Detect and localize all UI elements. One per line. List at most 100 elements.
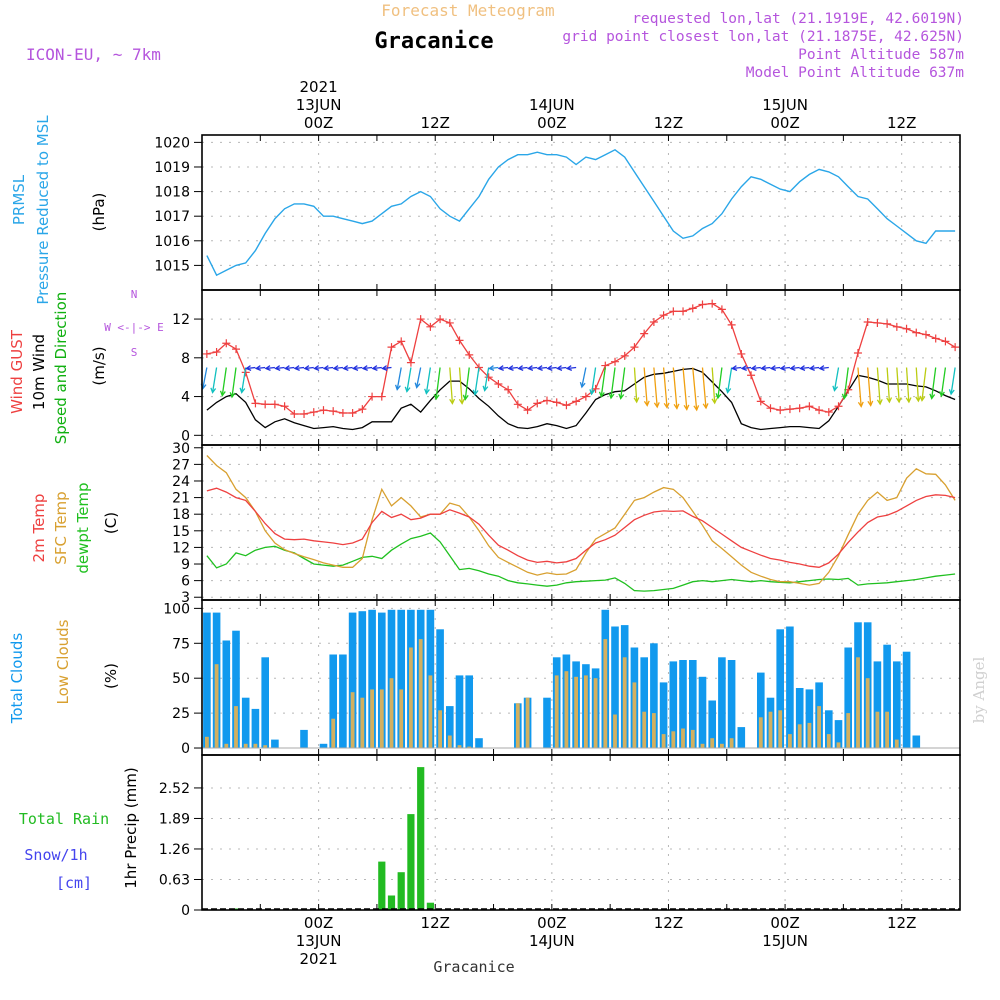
wind-arrow-head bbox=[857, 401, 864, 408]
wind-arrow bbox=[662, 367, 668, 408]
low-cloud-bar bbox=[768, 711, 773, 748]
wind-arrow bbox=[915, 367, 920, 402]
total-cloud-bar bbox=[698, 676, 707, 748]
total-cloud-bar bbox=[912, 735, 921, 749]
date-label-top: 15JUN bbox=[762, 96, 808, 114]
gust-marker bbox=[727, 320, 736, 329]
gust-marker bbox=[358, 405, 367, 414]
total-cloud-bar bbox=[825, 710, 833, 748]
gust-marker bbox=[912, 328, 921, 337]
wind-arrow-head bbox=[725, 387, 732, 394]
y-tick-label: 1.26 bbox=[159, 842, 190, 858]
y-tick-label: 1019 bbox=[154, 160, 190, 176]
wind-arrow bbox=[771, 366, 781, 370]
low-cloud-bar bbox=[690, 729, 695, 749]
y-tick-label: 27 bbox=[172, 457, 190, 473]
time-label-bottom: 00Z bbox=[304, 914, 333, 932]
cloud-bars bbox=[203, 609, 921, 749]
low-cloud-bar bbox=[214, 664, 219, 748]
total-cloud-bar bbox=[397, 609, 405, 748]
wind-arrow-head bbox=[653, 402, 660, 409]
gust-marker bbox=[309, 408, 318, 417]
wind-arrow-head bbox=[643, 400, 650, 407]
gust-marker bbox=[883, 319, 892, 328]
wind-arrow-head bbox=[424, 388, 430, 395]
wind-arrow-head bbox=[293, 365, 300, 372]
wind-arrows bbox=[200, 365, 956, 412]
wind-arrow bbox=[518, 366, 528, 370]
gust-marker bbox=[533, 399, 542, 408]
wind-speed-line bbox=[206, 367, 956, 431]
gust-marker bbox=[542, 396, 551, 405]
time-label-top: 00Z bbox=[770, 114, 799, 132]
wind-arrow-head bbox=[517, 365, 524, 372]
wind-arrow bbox=[620, 367, 626, 399]
point-altitude: Point Altitude 587m bbox=[798, 47, 964, 63]
wind-arrow-head bbox=[693, 405, 700, 412]
date-label-bottom: 15JUN bbox=[762, 932, 808, 950]
total-cloud-bar bbox=[834, 720, 843, 748]
time-label-bottom: 12Z bbox=[887, 914, 916, 932]
pressure-unit: (hPa) bbox=[90, 193, 108, 232]
wind-arrow-head bbox=[832, 385, 839, 392]
wind-arrow bbox=[581, 367, 587, 388]
gust-marker bbox=[212, 348, 221, 356]
prmsl-desc-label: Pressure Reduced to MSL bbox=[34, 115, 52, 305]
dewpoint-line bbox=[206, 532, 956, 592]
date-label-bottom: 14JUN bbox=[529, 932, 575, 950]
low-cloud-bar bbox=[700, 743, 705, 748]
low-cloud-bar bbox=[574, 676, 578, 748]
wind-10m-label: 10m Wind bbox=[30, 334, 48, 410]
low-cloud-bar bbox=[409, 647, 413, 748]
wind-arrow bbox=[304, 366, 314, 370]
wind-arrow-head bbox=[760, 365, 767, 372]
wind-arrow-head bbox=[361, 365, 368, 372]
total-cloud-bar bbox=[669, 661, 678, 748]
time-label-bottom: 12Z bbox=[421, 914, 450, 932]
precip-bar bbox=[397, 872, 405, 910]
time-label-top: 00Z bbox=[537, 114, 566, 132]
gust-marker bbox=[931, 334, 940, 343]
gust-marker bbox=[397, 337, 406, 346]
wind-arrow bbox=[435, 367, 441, 400]
total-cloud-bar bbox=[640, 657, 648, 749]
low-cloud-bar bbox=[428, 675, 433, 748]
total-cloud-bar bbox=[348, 612, 357, 749]
y-tick-label: 1015 bbox=[154, 258, 190, 274]
total-cloud-bar bbox=[718, 657, 726, 749]
total-cloud-bar bbox=[300, 729, 308, 749]
wind-arrow bbox=[528, 366, 538, 370]
wind-arrow bbox=[590, 367, 597, 395]
gust-marker bbox=[659, 311, 668, 320]
total-cloud-bar bbox=[329, 654, 337, 749]
wind-arrow bbox=[202, 367, 208, 389]
precip-bar bbox=[417, 767, 425, 910]
wind-arrow bbox=[800, 366, 810, 370]
snow-label: Snow/1h bbox=[24, 846, 87, 864]
low-cloud-bar bbox=[894, 739, 899, 748]
wind-arrow-head bbox=[919, 395, 926, 402]
low-cloud-bar bbox=[438, 710, 442, 748]
gust-marker bbox=[766, 404, 775, 413]
low-cloud-bar bbox=[234, 706, 238, 748]
time-label-bottom: 12Z bbox=[654, 914, 683, 932]
low-cloud-bar bbox=[379, 689, 384, 748]
date-label-bottom: 13JUN bbox=[296, 932, 342, 950]
wind-arrow-head bbox=[394, 384, 401, 391]
total-cloud-bar bbox=[203, 612, 211, 749]
low-cloud-bar bbox=[661, 734, 666, 749]
gust-marker bbox=[620, 351, 629, 360]
wind-gust-label: Wind GUST bbox=[8, 329, 26, 414]
total-cloud-bar bbox=[475, 738, 483, 748]
gust-marker bbox=[232, 345, 241, 354]
wind-arrow-head bbox=[462, 394, 469, 401]
gust-marker bbox=[465, 350, 474, 359]
wind-arrow bbox=[726, 367, 733, 393]
gust-marker bbox=[368, 392, 377, 401]
gust-marker bbox=[581, 392, 590, 401]
wind-arrow-head bbox=[526, 365, 534, 372]
gust-marker bbox=[708, 299, 717, 308]
y-tick-label: 50 bbox=[172, 671, 190, 687]
wind-arrow-head bbox=[313, 365, 320, 372]
total-cloud-bar bbox=[893, 661, 901, 748]
